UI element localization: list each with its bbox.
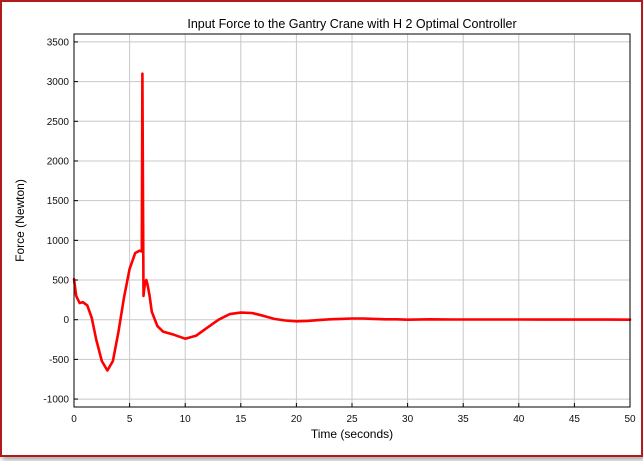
x-tick-label: 30: [402, 414, 414, 425]
series-line: [72, 72, 632, 372]
y-tick-label: 2000: [47, 156, 70, 167]
x-tick-label: 10: [180, 414, 192, 425]
x-tick-label: 25: [346, 414, 358, 425]
x-tick-label: 20: [291, 414, 303, 425]
x-tick-label: 5: [127, 414, 133, 425]
x-axis-label: Time (seconds): [311, 427, 393, 441]
x-tick-label: 15: [235, 414, 247, 425]
x-tick-label: 0: [71, 414, 77, 425]
y-tick-label: 3000: [47, 77, 70, 88]
y-axis-label: Force (Newton): [13, 179, 27, 262]
y-tick-label: 1000: [47, 236, 70, 247]
y-tick-label: 3500: [47, 37, 70, 48]
y-tick-label: 0: [63, 315, 69, 326]
y-tick-label: 500: [52, 276, 69, 287]
y-tick-label: -500: [49, 355, 69, 366]
chart: 0 5 10 15 20 25 30 35 40 45 50 -1000 -500 0 500 1000 150…: [13, 17, 636, 441]
chart-title: Input Force to the Gantry Crane with H 2…: [187, 17, 516, 31]
y-tick-label: 1500: [47, 196, 70, 207]
series-group: [72, 72, 632, 372]
x-tick-label: 40: [513, 414, 525, 425]
y-tick-label: -1000: [43, 395, 69, 406]
x-tick-label: 35: [458, 414, 470, 425]
x-tick-label: 50: [624, 414, 636, 425]
y-tick-label: 2500: [47, 117, 70, 128]
tick-group: 0 5 10 15 20 25 30 35 40 45 50 -1000 -500 0 500 1000 150…: [43, 37, 636, 425]
x-tick-label: 45: [569, 414, 581, 425]
